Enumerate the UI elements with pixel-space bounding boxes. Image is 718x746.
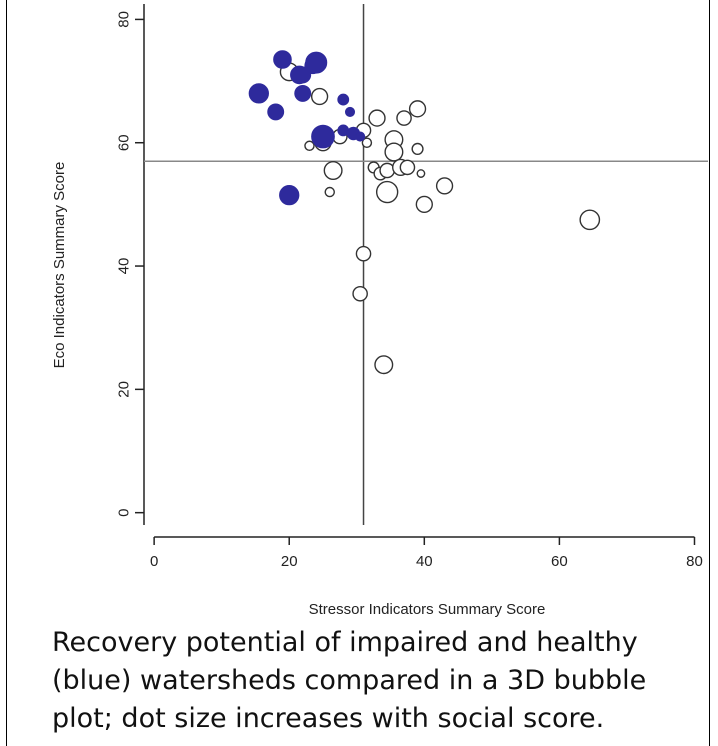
bubble-point-blue (273, 50, 292, 69)
y-tick-label: 0 (116, 508, 133, 516)
chart-axes (143, 4, 695, 538)
bubble-point-open (374, 355, 394, 375)
bubble-point-open (379, 162, 395, 179)
x-tick-label: 20 (281, 553, 298, 570)
bubble-chart: 0 20 40 60 80 0 20 40 60 80 Stressor Indicators S… (51, 4, 708, 618)
x-tick-label: 60 (551, 553, 568, 570)
bubble-point-open (361, 137, 373, 148)
bubble-point-open (324, 186, 335, 198)
reference-lines (144, 4, 708, 525)
bubble-point-open (375, 180, 399, 204)
bubble-point-blue (311, 124, 335, 149)
bubble-point-open (304, 140, 315, 152)
bubble-point-open (415, 195, 433, 214)
x-tick-label: 80 (686, 553, 703, 570)
bubble-point-blue (267, 103, 285, 121)
bubble-point-open (310, 87, 329, 106)
bubble-point-open (384, 142, 404, 162)
x-tick-label: 40 (416, 553, 433, 570)
x-axis-label: Stressor Indicators Summary Score (309, 601, 546, 618)
bubble-point-open (352, 285, 368, 302)
bubble-point-open (355, 245, 372, 262)
y-tick-label: 20 (116, 381, 133, 398)
y-tick-label: 40 (116, 258, 133, 275)
y-axis-label: Eco Indicators Summary Score (51, 162, 68, 369)
bubble-point-blue (294, 84, 312, 102)
figure-frame (6, 0, 710, 746)
y-tick-label: 80 (116, 11, 133, 28)
bubble-point-open (396, 110, 412, 126)
bubble-point-open (411, 142, 424, 155)
bubble-point-open (416, 169, 426, 178)
bubble-point-open (435, 177, 454, 195)
bubble-point-blue (337, 93, 350, 106)
bubble-point-blue (248, 83, 269, 104)
bubble-point-open (579, 209, 601, 231)
bubble-point-blue (279, 184, 300, 206)
bubble-point-blue (304, 57, 322, 75)
bubble-point-blue (344, 106, 356, 117)
bubble-point-open (323, 160, 343, 180)
bubble-point-open (408, 100, 427, 118)
bubble-point-open (399, 159, 416, 176)
bubble-layer (248, 50, 601, 375)
figure-caption: Recovery potential of impaired and healt… (52, 627, 647, 734)
bubble-point-blue (355, 131, 366, 142)
x-tick-label: 0 (150, 553, 158, 570)
tick-layer: 0 20 40 60 80 0 20 40 60 80 (116, 11, 703, 570)
bubble-point-open (368, 109, 386, 127)
y-tick-label: 60 (116, 134, 133, 151)
